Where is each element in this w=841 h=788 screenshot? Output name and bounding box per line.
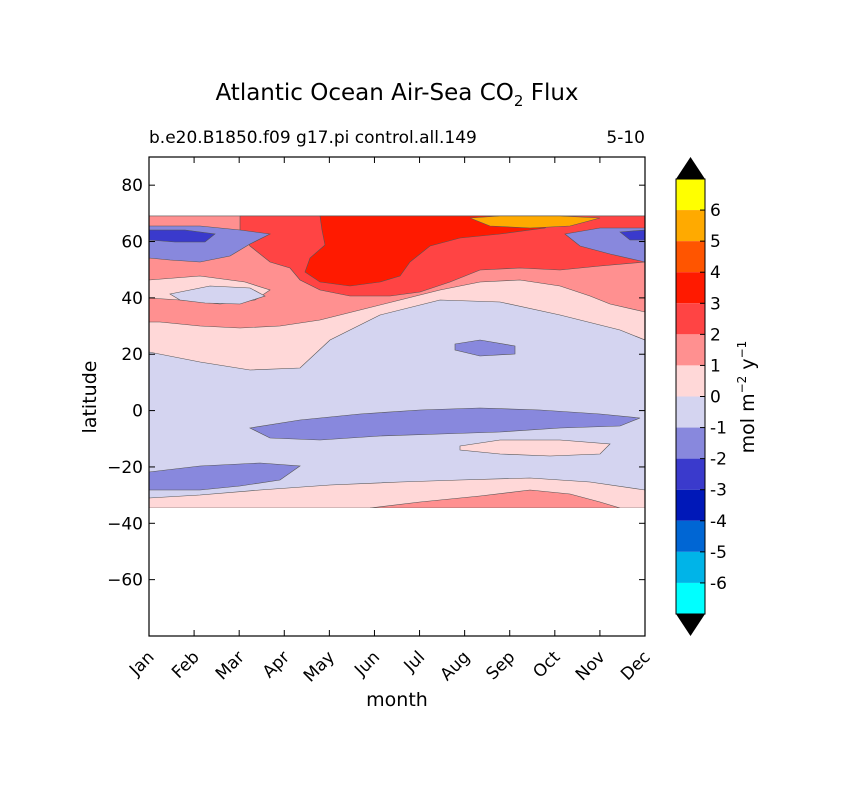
colorbar-swatch <box>676 272 705 304</box>
x-tick-label: Mar <box>212 647 249 684</box>
colorbar-extend-top <box>676 157 705 179</box>
colorbar-tick-label: 2 <box>710 325 721 345</box>
colorbar-tick-labels: 6 5 4 3 2 1 0 -1 -2 -3 -4 -5 -6 <box>700 201 727 594</box>
colorbar-tick-label: 4 <box>710 263 721 283</box>
colorbar-tick-label: 6 <box>710 201 721 221</box>
colorbar-swatch <box>676 427 705 459</box>
contour-level-neg2-neg1-equator <box>249 407 641 441</box>
chart-title: Atlantic Ocean Air-Sea CO2 Flux <box>215 80 578 110</box>
contour-level-1-2-south <box>369 489 621 508</box>
colorbar-tick-label: 1 <box>710 356 721 376</box>
x-tick-label: Apr <box>259 647 294 682</box>
colorbar-swatch <box>676 334 705 366</box>
x-tick-label: May <box>300 647 339 686</box>
chart-title-end: Flux <box>523 80 578 106</box>
x-tick-label: Oct <box>529 647 564 682</box>
y-tick-label: 20 <box>121 345 143 365</box>
y-tick-label: −60 <box>107 571 143 591</box>
y-tick-label: 0 <box>132 402 143 422</box>
colorbar-label-mid: y <box>737 358 759 375</box>
contour-level-neg2-neg1-south <box>149 462 301 491</box>
x-tick-label: Dec <box>617 647 654 684</box>
contour-level-neg3-neg2-east <box>619 229 645 241</box>
y-tick-label: 80 <box>121 176 143 196</box>
colorbar-tick-label: -5 <box>710 543 727 563</box>
chart-title-main: Atlantic Ocean Air-Sea CO <box>215 80 513 106</box>
y-tick-label: −20 <box>107 458 143 478</box>
colorbar-swatch <box>676 210 705 242</box>
y-tick-label: −40 <box>107 514 143 534</box>
colorbar-swatch <box>676 303 705 335</box>
colorbar-swatch <box>676 365 705 397</box>
contour-level-4-6 <box>469 215 601 229</box>
colorbar-label-main: mol m <box>737 393 759 453</box>
colorbar-tick-label: -4 <box>710 512 727 532</box>
y-tick-label: 40 <box>121 289 143 309</box>
contour-level-neg2-neg1-patch <box>454 339 516 357</box>
colorbar-tick-label: 0 <box>710 388 721 408</box>
colorbar-tick-label: -6 <box>710 574 727 594</box>
plot-frame <box>148 156 646 637</box>
colorbar-swatch <box>676 582 705 614</box>
x-tick-label: Jan <box>125 647 158 680</box>
contour-fields <box>149 215 645 508</box>
contour-level-3-4 <box>304 215 561 287</box>
colorbar-tick-label: 3 <box>710 294 721 314</box>
colorbar-swatch <box>676 241 705 273</box>
colorbar-tick-label: -2 <box>710 450 727 470</box>
subtitle-left: b.e20.B1850.f09 g17.pi control.all.149 <box>149 128 477 148</box>
colorbar-swatch <box>676 489 705 521</box>
y-tick-label: 60 <box>121 233 143 253</box>
colorbar-extend-bottom <box>676 614 705 636</box>
contour-level-0-1-south-patch <box>459 439 611 457</box>
x-axis-label: month <box>366 689 428 711</box>
colorbar-label: mol m−2 y−1 <box>735 341 759 454</box>
x-tick-label: Jul <box>400 647 429 676</box>
contour-level-neg1-0-patch <box>169 285 266 305</box>
colorbar-label-exp1: −2 <box>735 376 749 394</box>
x-tick-label: Aug <box>437 647 475 685</box>
x-tick-label: Nov <box>572 647 610 685</box>
colorbar <box>675 157 706 636</box>
colorbar-swatch <box>676 520 705 552</box>
colorbar-tick-label: -1 <box>710 419 727 439</box>
colorbar-swatch <box>676 551 705 583</box>
subtitle-right: 5-10 <box>606 128 645 148</box>
x-tick-label: Sep <box>482 647 519 684</box>
colorbar-swatch <box>676 179 705 211</box>
x-tick-label: Feb <box>168 647 203 682</box>
y-axis-ticks: 80 60 40 20 0 −20 −40 −60 <box>107 176 645 591</box>
colorbar-label-exp2: −1 <box>735 341 749 359</box>
chart-title-subscript: 2 <box>514 92 524 110</box>
colorbar-swatch <box>676 396 705 428</box>
contour-level-neg2-neg1-north-east <box>564 227 645 263</box>
colorbar-tick-label: -3 <box>710 481 727 501</box>
contour-level-neg3-neg2-west <box>149 229 216 243</box>
colorbar-tick-label: 5 <box>710 232 721 252</box>
x-tick-label: Jun <box>350 647 384 681</box>
y-axis-label: latitude <box>79 361 101 434</box>
colorbar-swatch <box>676 458 705 490</box>
